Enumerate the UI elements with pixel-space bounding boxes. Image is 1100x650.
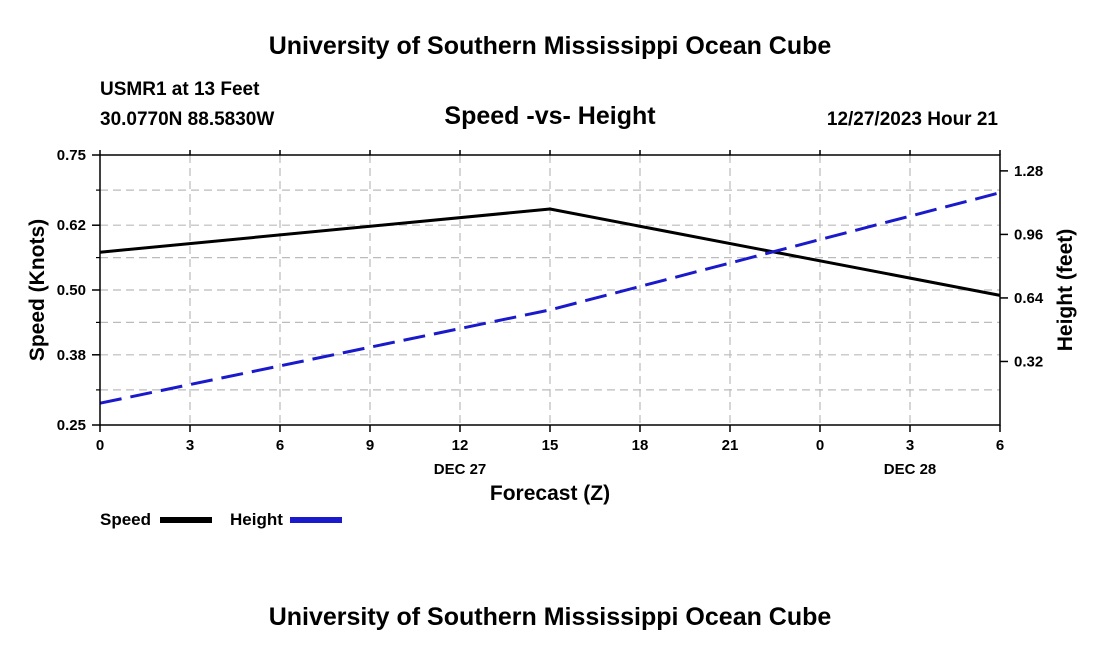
x-tick-label: 6 <box>276 437 284 454</box>
series-layer <box>99 191 1001 405</box>
x-tick-label: 15 <box>542 437 559 454</box>
y-axis-label: Speed (Knots) <box>26 219 49 361</box>
y-tick-label: 0.75 <box>57 147 86 164</box>
series-line-speed <box>99 207 1001 297</box>
y-tick-label: 0.38 <box>57 347 86 364</box>
x-date-label: DEC 28 <box>884 461 937 478</box>
axes: 0 3 6 9 12 15 18 21 0 3 6 DEC 27 DEC 28 0.25 0.38 0.50 0… <box>57 147 1044 478</box>
x-axis-label: Forecast (Z) <box>490 482 610 505</box>
y-tick-label: 0.25 <box>57 417 86 434</box>
legend-speed-label: Speed <box>100 510 151 529</box>
x-tick-label: 12 <box>452 437 469 454</box>
x-date-label: DEC 27 <box>434 461 487 478</box>
x-tick-label: 3 <box>906 437 914 454</box>
y2-tick-label: 0.96 <box>1014 226 1043 243</box>
x-tick-label: 3 <box>186 437 194 454</box>
legend: Speed Height <box>100 510 342 529</box>
top-title: University of Southern Mississippi Ocean… <box>269 32 832 60</box>
station-label: USMR1 at 13 Feet <box>100 79 260 100</box>
x-tick-label: 0 <box>96 437 104 454</box>
chart-title: Speed -vs- Height <box>444 102 656 130</box>
legend-height-label: Height <box>230 510 283 529</box>
grid <box>100 155 1000 425</box>
coordinates-label: 30.0770N 88.5830W <box>100 109 274 130</box>
x-tick-label: 0 <box>816 437 824 454</box>
y-tick-label: 0.50 <box>57 282 86 299</box>
timestamp-label: 12/27/2023 Hour 21 <box>827 109 999 130</box>
y2-tick-label: 0.64 <box>1014 290 1044 307</box>
bottom-title: University of Southern Mississippi Ocean… <box>269 603 832 631</box>
y2-tick-label: 1.28 <box>1014 163 1043 180</box>
y2-axis-label: Height (feet) <box>1054 229 1077 352</box>
x-tick-label: 21 <box>722 437 739 454</box>
x-tick-label: 9 <box>366 437 374 454</box>
x-tick-label: 6 <box>996 437 1004 454</box>
y2-tick-label: 0.32 <box>1014 353 1043 370</box>
y-tick-label: 0.62 <box>57 217 86 234</box>
x-tick-label: 18 <box>632 437 649 454</box>
